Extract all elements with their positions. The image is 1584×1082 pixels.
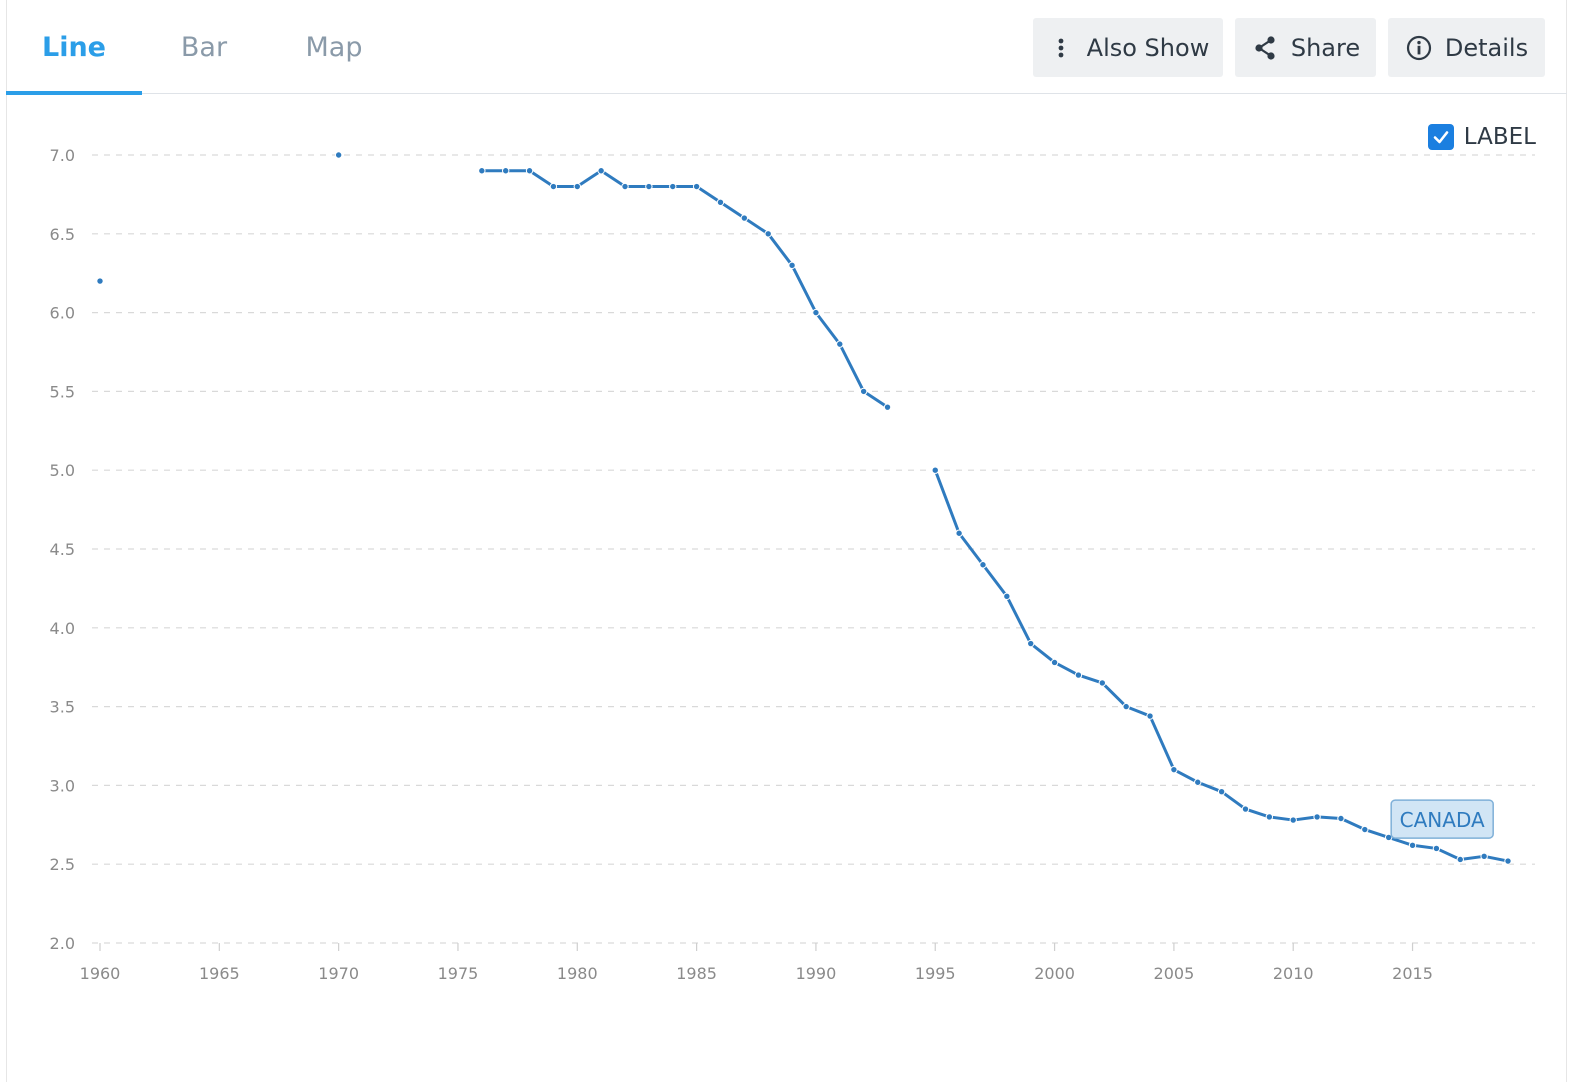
x-tick-label: 1965	[199, 964, 240, 983]
x-tick-label: 1970	[318, 964, 359, 983]
data-point	[1361, 825, 1369, 834]
line-chart: 2.0 2.5 3.0 3.5 4.0 4.5 5.0 5.5 6.0 6.5 7.0 1960 196…	[50, 146, 1535, 983]
x-tick-label: 1960	[80, 964, 121, 983]
label-toggle[interactable]: LABEL	[1427, 124, 1536, 150]
share-icon	[1251, 34, 1279, 62]
y-tick-label: 6.0	[50, 304, 75, 323]
y-tick-label: 5.0	[50, 461, 75, 480]
data-point	[1408, 841, 1417, 849]
data-point	[1480, 852, 1488, 861]
data-point	[1432, 844, 1441, 853]
data-point	[1337, 814, 1345, 823]
y-tick-label: 6.5	[50, 225, 75, 244]
data-point	[931, 466, 939, 474]
data-point	[573, 182, 581, 191]
x-tick-label: 2005	[1154, 964, 1195, 983]
also-show-label: Also Show	[1086, 33, 1210, 62]
data-point	[1122, 702, 1130, 711]
details-button[interactable]: Details	[1388, 18, 1545, 77]
data-point	[812, 308, 820, 317]
data-point	[740, 214, 749, 222]
x-tick-label: 2015	[1392, 964, 1433, 983]
data-point	[1098, 679, 1107, 687]
x-tick-label: 1980	[557, 964, 598, 983]
data-point	[859, 387, 868, 396]
data-point	[1050, 658, 1059, 667]
active-tab-indicator	[6, 91, 142, 95]
data-point	[1217, 788, 1226, 796]
data-point	[1194, 778, 1202, 786]
data-point	[1289, 816, 1297, 824]
data-point	[1003, 592, 1011, 600]
data-point	[979, 561, 987, 569]
data-point	[1241, 805, 1250, 813]
data-point	[478, 167, 486, 175]
x-tick-label: 2000	[1034, 964, 1075, 983]
info-icon	[1405, 34, 1433, 62]
tab-bar[interactable]: Bar	[142, 0, 266, 94]
share-label: Share	[1290, 33, 1361, 62]
tab-map[interactable]: Map	[266, 0, 402, 94]
data-point	[1170, 765, 1178, 774]
x-tick-label: 1985	[676, 964, 717, 983]
y-tick-label: 4.5	[50, 540, 75, 559]
series-end-label-box	[1390, 799, 1494, 839]
details-label: Details	[1444, 33, 1529, 62]
label-toggle-text: LABEL	[1463, 124, 1536, 150]
data-point	[955, 529, 963, 537]
x-tick-label: 2010	[1273, 964, 1314, 983]
data-point	[716, 198, 725, 206]
y-tick-label: 5.5	[50, 382, 75, 401]
tab-bar-label: Bar	[180, 31, 228, 63]
tab-map-label: Map	[305, 31, 363, 63]
data-point	[1456, 855, 1464, 864]
label-checkbox[interactable]	[1427, 124, 1454, 150]
share-button[interactable]: Share	[1235, 18, 1376, 77]
y-tick-label: 3.0	[50, 776, 75, 795]
more-vertical-icon	[1047, 34, 1075, 62]
data-point	[1027, 639, 1035, 648]
data-point	[764, 230, 772, 238]
data-point	[96, 277, 104, 285]
data-point	[1313, 813, 1321, 821]
series-end-label: CANADA	[1400, 808, 1485, 832]
data-point	[597, 167, 605, 175]
tab-line[interactable]: Line	[6, 0, 142, 95]
data-point	[1504, 857, 1512, 865]
data-point	[883, 403, 892, 411]
y-tick-label: 4.0	[50, 619, 75, 638]
data-point	[1146, 712, 1154, 720]
data-point	[1074, 671, 1083, 679]
y-tick-label: 3.5	[50, 698, 75, 717]
y-tick-label: 2.5	[50, 855, 75, 874]
x-tick-label: 1990	[796, 964, 837, 983]
data-point	[669, 182, 677, 191]
chart-toolbar: Line Bar Map Also Show Share	[6, 0, 1567, 95]
series-line-segment	[481, 169, 889, 409]
data-point	[549, 182, 558, 191]
data-point	[788, 261, 796, 270]
data-point	[501, 167, 510, 175]
data-point	[645, 182, 653, 191]
tab-line-label: Line	[42, 31, 106, 63]
data-point	[836, 340, 844, 348]
x-tick-label: 1975	[438, 964, 479, 983]
data-point	[334, 151, 343, 159]
chart-panel	[6, 0, 1567, 1082]
y-tick-label: 2.0	[50, 934, 75, 953]
y-tick-label: 7.0	[50, 146, 75, 165]
data-point	[525, 167, 534, 175]
data-point	[692, 182, 701, 191]
x-tick-label: 1995	[915, 964, 956, 983]
data-point	[1265, 813, 1274, 821]
also-show-button[interactable]: Also Show	[1033, 18, 1223, 77]
checkmark-icon	[1433, 131, 1449, 144]
data-point	[621, 182, 629, 191]
